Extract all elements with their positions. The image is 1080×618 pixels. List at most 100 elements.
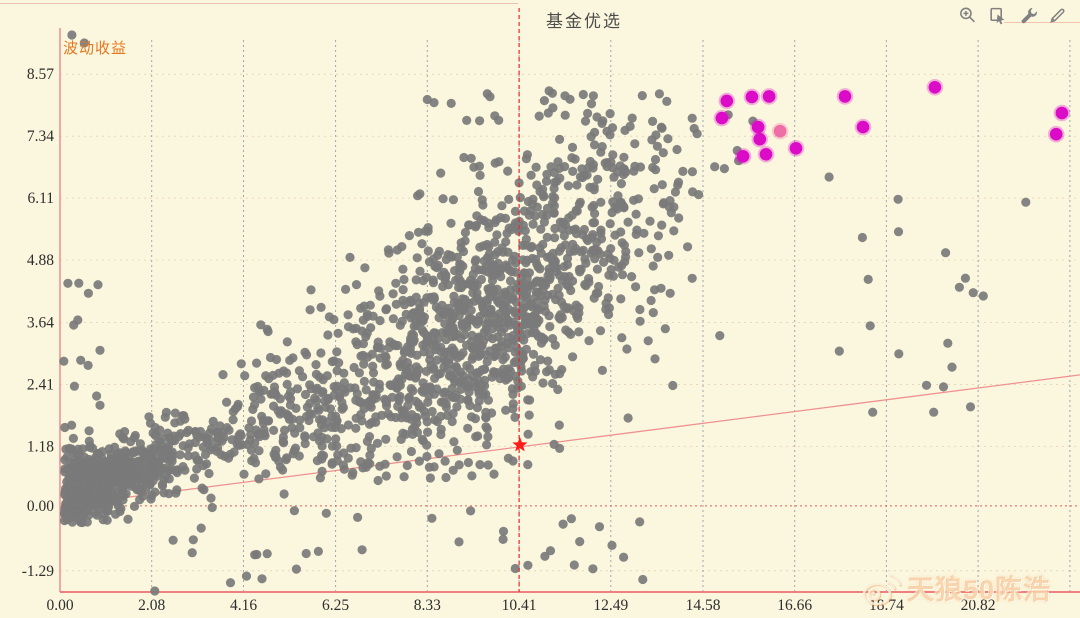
scatter-point [336, 424, 346, 434]
scatter-point [119, 434, 129, 444]
scatter-point [196, 523, 206, 533]
scatter-point [216, 450, 226, 460]
scatter-point [460, 236, 470, 246]
axes [59, 28, 1080, 593]
scatter-point [83, 288, 93, 298]
scatter-point [522, 329, 532, 339]
scatter-point [494, 115, 504, 125]
x-tick-label: 6.25 [322, 597, 349, 614]
scatter-point [208, 416, 218, 426]
scatter-point [68, 433, 78, 443]
scatter-point [150, 445, 160, 455]
scatter-point [487, 261, 497, 271]
scatter-point [470, 281, 480, 292]
scatter-point [404, 231, 414, 241]
scatter-point [396, 434, 406, 444]
wrench-icon[interactable] [1018, 5, 1038, 25]
scatter-point [399, 472, 409, 482]
scatter-point [471, 255, 481, 265]
scatter-point [588, 218, 598, 228]
scatter-point [423, 246, 433, 256]
scatter-point [351, 280, 362, 290]
scatter-point [248, 392, 259, 402]
scatter-point [429, 462, 439, 472]
scatter-point [291, 564, 301, 574]
scatter-point [554, 290, 564, 300]
scatter-point [616, 294, 626, 304]
scatter-point [954, 282, 965, 292]
scatter-point [669, 226, 679, 236]
scatter-point [510, 347, 520, 357]
scatter-point [506, 266, 517, 277]
scatter-point [622, 344, 632, 354]
scatter-point [372, 438, 383, 448]
scatter-point [893, 194, 903, 204]
scatter-point [449, 374, 459, 384]
scatter-point [82, 517, 92, 527]
scatter-point [527, 320, 537, 330]
scatter-point [536, 224, 546, 234]
scatter-point [637, 91, 647, 101]
scatter-point [102, 494, 112, 504]
highlight-point [718, 92, 736, 110]
scatter-point [627, 113, 637, 123]
scatter-point [650, 285, 660, 295]
scatter-point [589, 185, 599, 195]
pencil-icon[interactable] [1048, 5, 1068, 25]
scatter-point [478, 303, 488, 314]
scatter-point [652, 141, 663, 151]
scatter-point [436, 411, 446, 421]
scatter-point [98, 468, 108, 478]
scatter-point [515, 193, 525, 203]
scatter-point [346, 443, 356, 453]
scatter-point [345, 252, 355, 262]
scatter-point [302, 350, 312, 360]
scatter-point [390, 341, 401, 351]
scatter-point [532, 259, 542, 269]
scatter-point [289, 506, 299, 516]
scatter-point [857, 232, 868, 243]
scatter-point [440, 307, 450, 317]
scatter-point [648, 261, 658, 271]
scatter-point [607, 540, 617, 551]
scatter-point [471, 222, 481, 232]
select-arrow-icon[interactable] [988, 5, 1008, 25]
scatter-point [325, 404, 336, 414]
scatter-point [501, 405, 511, 415]
scatter-point [418, 316, 428, 326]
scatter-point [262, 324, 272, 334]
scatter-point [280, 425, 290, 435]
scatter-point [563, 181, 574, 191]
scatter-point [403, 401, 413, 411]
scatter-point [590, 127, 600, 137]
scatter-point [419, 297, 429, 307]
x-tick-label: 18.74 [869, 597, 904, 614]
scatter-point [322, 371, 332, 381]
scatter-point [664, 250, 674, 260]
scatter-point [357, 326, 367, 336]
scatter-point [434, 246, 444, 256]
scatter-point [865, 321, 875, 331]
scatter-point [298, 372, 308, 382]
scatter-point [417, 386, 427, 396]
scatter-point [868, 407, 878, 417]
scatter-point [893, 227, 904, 237]
scatter-point [518, 255, 528, 265]
scatter-point [427, 513, 437, 523]
scatter-point [421, 272, 432, 282]
scatter-point [605, 130, 615, 140]
scatter-point [311, 360, 321, 370]
scatter-point [262, 549, 272, 559]
scatter-point [300, 439, 310, 449]
scatter-point [135, 439, 145, 449]
scatter-point [76, 355, 86, 365]
scatter-point [548, 378, 558, 389]
zoom-in-icon[interactable] [958, 5, 978, 25]
scatter-point [580, 116, 591, 126]
scatter-point [415, 266, 425, 276]
scatter-point [300, 389, 311, 400]
scatter-point [629, 166, 639, 176]
scatter-point [92, 391, 102, 401]
